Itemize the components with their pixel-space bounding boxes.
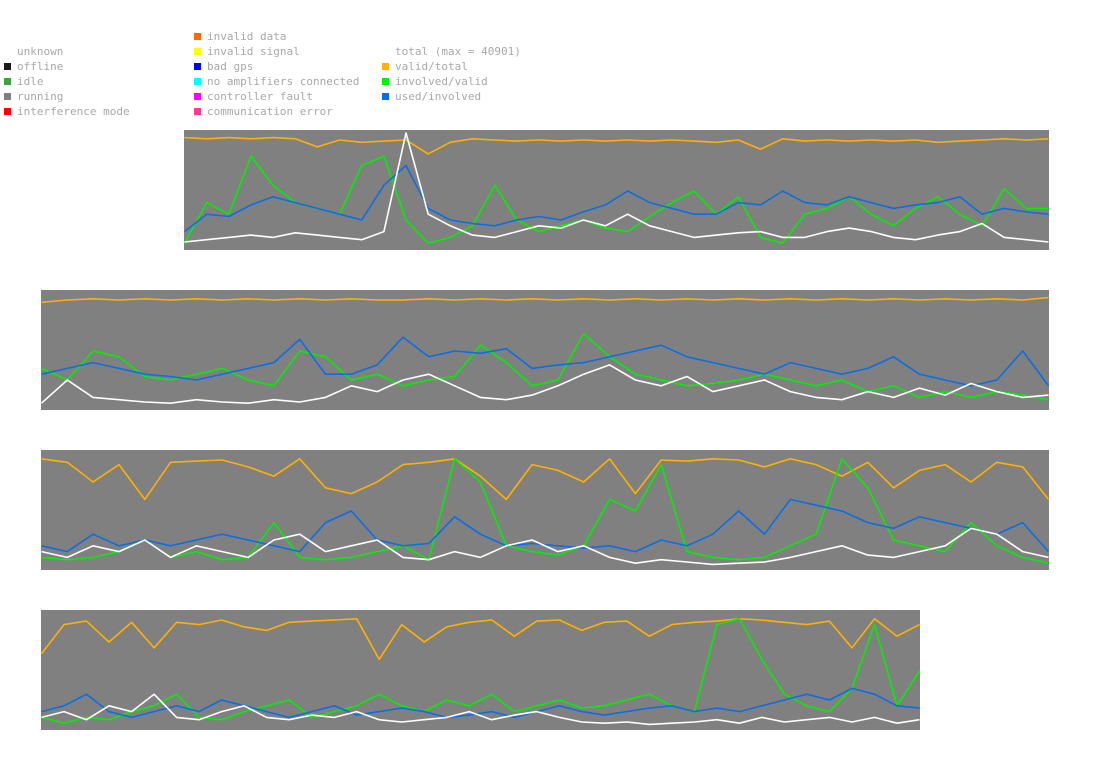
- legend-swatch: [382, 63, 389, 70]
- legend-swatch: [382, 48, 389, 55]
- series-line-valid-total: [41, 458, 1049, 501]
- metric-legend: total (max = 40901) valid/total involved/v…: [382, 44, 552, 109]
- chart-panel-2: [41, 290, 1049, 410]
- legend-swatch: [4, 48, 11, 55]
- legend-swatch: [382, 93, 389, 100]
- series-line-valid-total: [41, 618, 920, 661]
- legend-label: running: [17, 90, 64, 103]
- legend-swatch: [382, 78, 389, 85]
- chart-panel-3: [41, 450, 1049, 570]
- legend-swatch: [194, 33, 201, 40]
- series-line-total: [41, 364, 1049, 404]
- series-line-involved-valid: [41, 618, 920, 724]
- plot-background: [41, 610, 920, 730]
- series-line-used-involved: [41, 687, 920, 719]
- legend-swatch: [4, 108, 11, 115]
- series-line-total: [41, 527, 1049, 566]
- legend-label: interference mode: [17, 105, 130, 118]
- legend-label: idle: [17, 75, 44, 88]
- series-line-valid-total: [184, 136, 1049, 155]
- series-line-involved-valid: [41, 458, 1049, 564]
- legend-label: unknown: [17, 45, 64, 58]
- series-line-used-involved: [41, 336, 1049, 387]
- series-line-used-involved: [41, 498, 1049, 553]
- legend-label: no amplifiers connected: [207, 75, 360, 88]
- legend-label: communication error: [207, 105, 333, 118]
- legend-label: invalid data: [207, 30, 287, 43]
- legend-swatch: [194, 63, 201, 70]
- series-line-valid-total: [41, 296, 1049, 304]
- series-line-used-involved: [184, 164, 1049, 233]
- series-line-involved-valid: [41, 332, 1049, 401]
- legend-label: valid/total: [395, 60, 468, 73]
- legend-swatch: [194, 78, 201, 85]
- legend-swatch: [194, 48, 201, 55]
- legend-label: invalid signal: [207, 45, 300, 58]
- plot-background: [41, 290, 1049, 410]
- plot-background: [41, 450, 1049, 570]
- status-legend: unknown offline idle running interference mo…: [4, 44, 184, 124]
- legend-swatch: [4, 63, 11, 70]
- legend-swatch: [4, 78, 11, 85]
- legend-swatch: [194, 108, 201, 115]
- chart-panel-4: [41, 610, 920, 730]
- legend-label: controller fault: [207, 90, 313, 103]
- series-line-total: [41, 693, 920, 726]
- series-line-total: [184, 132, 1049, 243]
- legend-label: involved/valid: [395, 75, 488, 88]
- error-legend: invalid data invalid signal bad gps no ampl…: [194, 29, 384, 124]
- legend-swatch: [194, 93, 201, 100]
- legend-label: bad gps: [207, 60, 254, 73]
- legend-label: offline: [17, 60, 64, 73]
- legend-swatch: [4, 93, 11, 100]
- chart-panel-1: [184, 130, 1049, 250]
- legend-label: used/involved: [395, 90, 482, 103]
- legend-label: total (max = 40901): [395, 45, 521, 58]
- plot-background: [184, 130, 1049, 250]
